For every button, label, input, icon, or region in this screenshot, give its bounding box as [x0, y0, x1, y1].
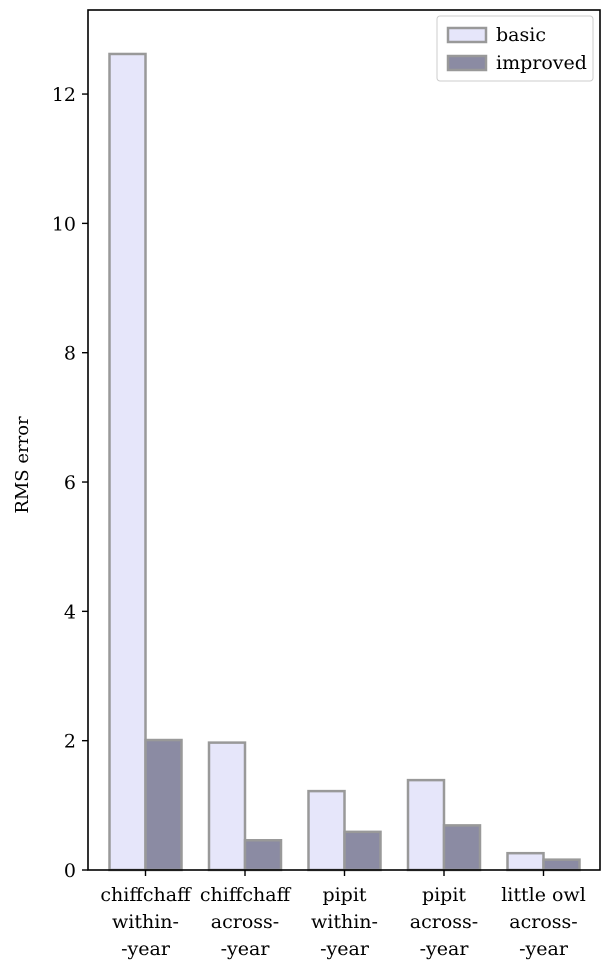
bar-basic — [307, 789, 346, 872]
bar-improved — [442, 824, 482, 872]
y-tick-label: 6 — [64, 472, 76, 494]
bar-improved — [542, 858, 581, 872]
plot-frame — [87, 9, 601, 871]
y-tick-label: 10 — [52, 213, 76, 235]
x-tick-label: little owl — [501, 884, 586, 906]
y-tick-label: 12 — [52, 84, 76, 106]
y-axis: 0 2 4 6 8 10 12 — [52, 84, 88, 882]
x-tick-label: -year — [519, 938, 569, 960]
legend-label-basic: basic — [496, 24, 546, 46]
bar-improved — [343, 830, 382, 872]
legend-swatch-improved — [446, 54, 488, 72]
bar-basic — [207, 741, 247, 872]
bar-basic — [506, 851, 545, 872]
x-tick-label: pipit — [422, 884, 466, 906]
legend-swatch-basic — [446, 26, 488, 44]
x-tick-label: -year — [420, 938, 470, 960]
y-tick-label: 4 — [64, 601, 76, 623]
bar-basic — [108, 52, 147, 872]
bars-layer — [108, 52, 581, 872]
x-tick-label: across- — [211, 911, 279, 933]
x-tick-label: within- — [112, 911, 179, 933]
bar-improved — [243, 839, 283, 872]
x-tick-label: across- — [410, 911, 478, 933]
x-tick-label: pipit — [322, 884, 366, 906]
x-tick-label: chiffchaff — [100, 884, 192, 906]
x-tick-label: -year — [221, 938, 271, 960]
bar-basic — [406, 778, 446, 872]
y-tick-label: 8 — [64, 343, 76, 365]
x-tick-label: -year — [121, 938, 171, 960]
x-tick-label: within- — [311, 911, 378, 933]
y-axis-label: RMS error — [12, 416, 33, 514]
x-tick-label: across- — [509, 911, 577, 933]
x-tick-label: chiffchaff — [200, 884, 292, 906]
bar-improved — [144, 738, 183, 872]
y-tick-label: 0 — [64, 860, 76, 882]
x-axis: chiffchaff within- -year chiffchaff across- -… — [100, 870, 586, 960]
y-tick-label: 2 — [64, 731, 76, 753]
x-tick-label: -year — [320, 938, 370, 960]
legend: basic improved — [436, 15, 594, 82]
legend-label-improved: improved — [496, 52, 587, 74]
